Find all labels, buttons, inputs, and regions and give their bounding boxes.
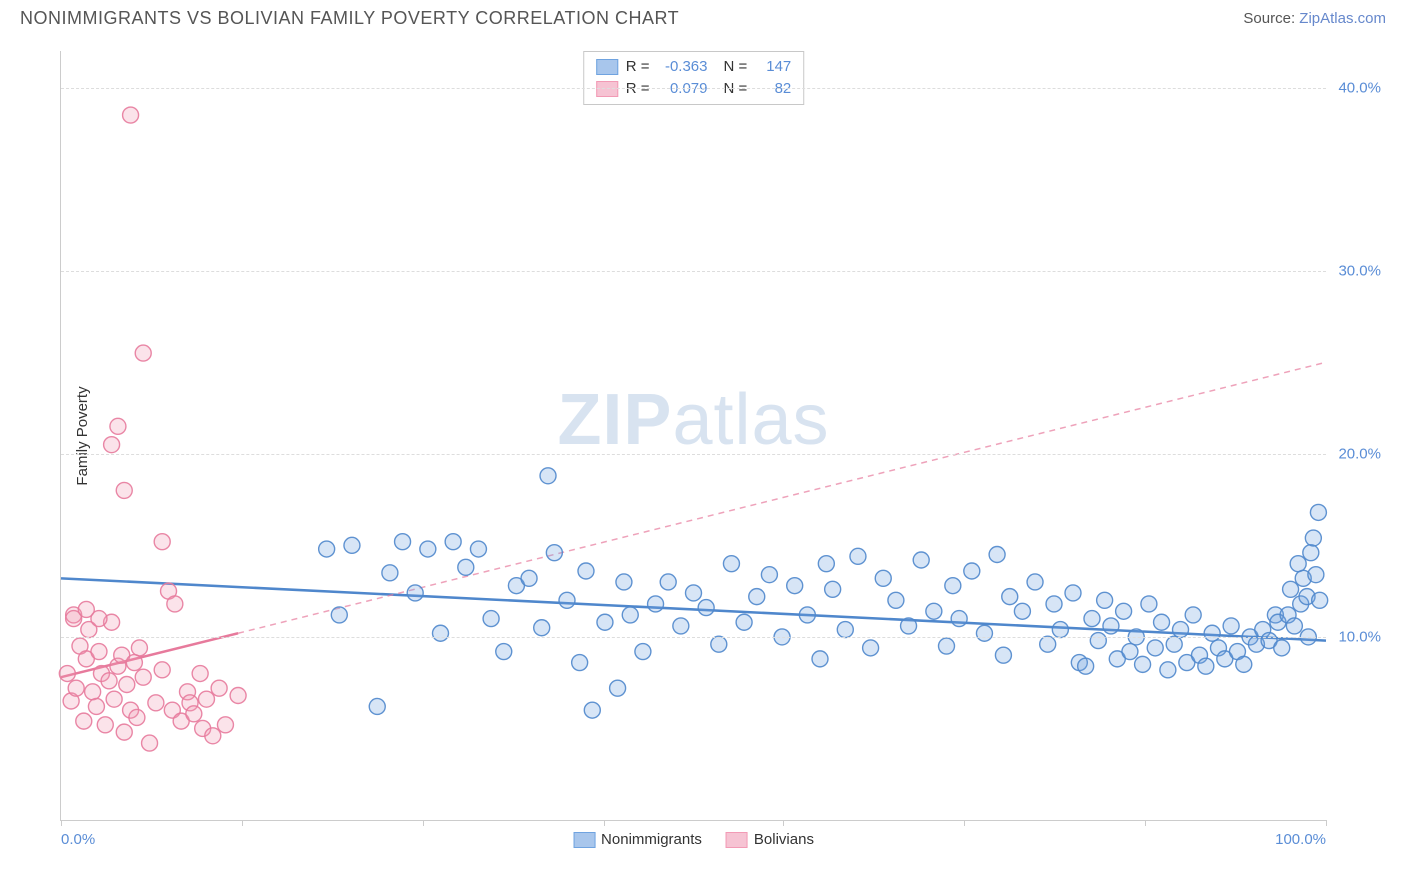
source-label: Source:	[1243, 10, 1295, 27]
x-axis-min-label: 0.0%	[61, 831, 95, 848]
series-legend: Nonimmigrants Bolivians	[573, 831, 814, 848]
y-tick-label: 20.0%	[1338, 445, 1381, 462]
x-tick	[964, 820, 965, 826]
plot-area: ZIPatlas Family Poverty R = -0.363 N = 1…	[60, 51, 1326, 821]
x-tick	[423, 820, 424, 826]
r-label-0: R =	[626, 56, 650, 78]
r-value-0: -0.363	[658, 56, 708, 78]
r-value-1: 0.079	[658, 78, 708, 100]
stats-legend: R = -0.363 N = 147 R = 0.079 N = 82	[583, 51, 805, 105]
x-tick	[783, 820, 784, 826]
n-value-0: 147	[755, 56, 791, 78]
x-axis-max-label: 100.0%	[1275, 831, 1326, 848]
x-tick	[1326, 820, 1327, 826]
x-tick	[61, 820, 62, 826]
gridline	[61, 454, 1326, 455]
x-tick	[604, 820, 605, 826]
y-tick-label: 10.0%	[1338, 628, 1381, 645]
legend-label-1: Bolivians	[754, 831, 814, 848]
stats-row-1: R = 0.079 N = 82	[596, 78, 792, 100]
scatter-svg	[61, 51, 1326, 820]
legend-swatch-1	[726, 832, 748, 848]
y-tick-label: 30.0%	[1338, 262, 1381, 279]
chart-title: NONIMMIGRANTS VS BOLIVIAN FAMILY POVERTY…	[20, 8, 679, 29]
source-credit: Source: ZipAtlas.com	[1243, 10, 1386, 27]
stats-row-0: R = -0.363 N = 147	[596, 56, 792, 78]
chart-container: ZIPatlas Family Poverty R = -0.363 N = 1…	[20, 41, 1386, 861]
y-tick-label: 40.0%	[1338, 79, 1381, 96]
n-label-0: N =	[724, 56, 748, 78]
n-label-1: N =	[724, 78, 748, 100]
legend-swatch-0	[573, 832, 595, 848]
x-tick	[1145, 820, 1146, 826]
source-link[interactable]: ZipAtlas.com	[1299, 10, 1386, 27]
swatch-series-0	[596, 59, 618, 75]
r-label-1: R =	[626, 78, 650, 100]
gridline	[61, 88, 1326, 89]
legend-label-0: Nonimmigrants	[601, 831, 702, 848]
x-tick	[242, 820, 243, 826]
legend-item-1: Bolivians	[726, 831, 814, 848]
chart-header: NONIMMIGRANTS VS BOLIVIAN FAMILY POVERTY…	[0, 0, 1406, 33]
legend-item-0: Nonimmigrants	[573, 831, 702, 848]
gridline	[61, 271, 1326, 272]
n-value-1: 82	[755, 78, 791, 100]
swatch-series-1	[596, 81, 618, 97]
gridline	[61, 637, 1326, 638]
